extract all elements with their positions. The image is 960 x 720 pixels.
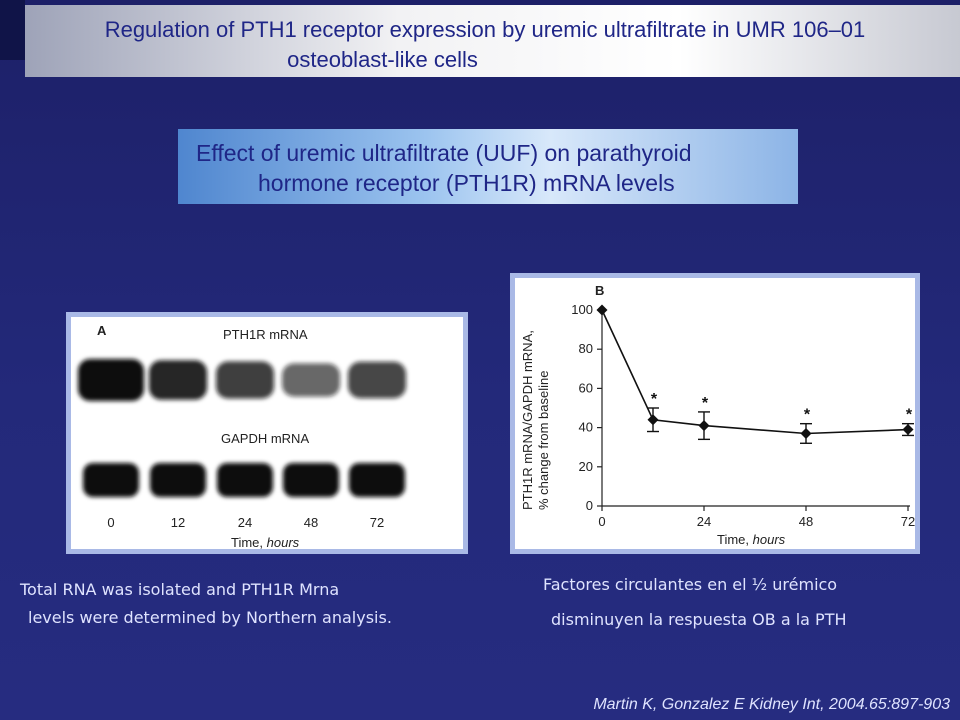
pth1r-band-48 (282, 363, 340, 397)
significance-marker: * (906, 407, 913, 424)
slide-subtitle: Effect of uremic ultrafiltrate (UUF) on … (178, 129, 798, 204)
blot-panel-label: A (97, 323, 107, 338)
blot-row2-label: GAPDH mRNA (221, 431, 309, 446)
line-chart-figure: B PTH1R mRNA/GAPDH mRNA, % change from b… (520, 283, 915, 547)
slide-subtitle-line1: Effect of uremic ultrafiltrate (UUF) on … (196, 140, 692, 166)
x-tick-label: 24 (697, 514, 711, 529)
y-tick-label: 40 (579, 420, 593, 435)
data-point (647, 414, 659, 426)
y-tick-label: 100 (571, 302, 593, 317)
chart-caption-line2: disminuyen la respuesta OB a la PTH (551, 610, 847, 629)
gapdh-band-0 (83, 463, 139, 497)
series-line (601, 309, 909, 435)
y-tick-label: 60 (579, 380, 593, 395)
blot-lane-label: 48 (304, 515, 318, 530)
chart-ylabel-line2: % change from baseline (536, 371, 551, 510)
x-tick-label: 72 (901, 514, 915, 529)
y-tick-label: 80 (579, 341, 593, 356)
gapdh-band-12 (150, 463, 206, 497)
blot-caption-line1: Total RNA was isolated and PTH1R Mrna (20, 580, 340, 599)
blot-row1-label: PTH1R mRNA (223, 327, 308, 342)
slide-title-line1: Regulation of PTH1 receptor expression b… (104, 17, 866, 42)
significance-marker: * (651, 391, 658, 408)
slide-title-line2: osteoblast-like cells (287, 47, 478, 72)
blot-caption: Total RNA was isolated and PTH1R Mrna le… (20, 576, 392, 632)
x-tick-label: 0 (598, 514, 605, 529)
significance-marker: * (702, 395, 709, 412)
chart-panel-label: B (595, 283, 604, 298)
blot-caption-line2: levels were determined by Northern analy… (28, 608, 392, 627)
pth1r-band-72 (348, 361, 406, 399)
chart-ylabel-line1: PTH1R mRNA/GAPDH mRNA, (520, 330, 535, 510)
y-tick-label: 0 (586, 498, 593, 513)
northern-blot-figure: A PTH1R mRNA GAPDH mRNA 0 12 24 48 72 Time, … (78, 323, 406, 549)
blot-xlabel: Time, hours (231, 535, 300, 549)
gapdh-band-24 (217, 463, 273, 497)
y-tick-label: 20 (579, 459, 593, 474)
data-point (902, 424, 914, 436)
pth1r-band-24 (216, 361, 274, 399)
data-point (800, 427, 812, 439)
blot-lane-label: 0 (107, 515, 114, 530)
chart-caption: Factores circulantes en el ½ urémico dis… (543, 567, 847, 637)
slide-title: Regulation of PTH1 receptor expression b… (25, 5, 960, 77)
data-point (596, 304, 608, 316)
blot-lane-label: 24 (238, 515, 252, 530)
blot-lane-label: 12 (171, 515, 185, 530)
chart-xlabel: Time, hours (717, 532, 786, 547)
gapdh-band-48 (283, 463, 339, 497)
significance-marker: * (804, 407, 811, 424)
x-tick-label: 48 (799, 514, 813, 529)
line-chart-panel: B PTH1R mRNA/GAPDH mRNA, % change from b… (510, 273, 920, 554)
chart-caption-line1: Factores circulantes en el ½ urémico (543, 575, 838, 594)
blot-lane-label: 72 (370, 515, 384, 530)
gapdh-band-72 (349, 463, 405, 497)
data-point (698, 420, 710, 432)
citation: Martin K, Gonzalez E Kidney Int, 2004.65… (593, 696, 950, 713)
slide-subtitle-line2: hormone receptor (PTH1R) mRNA levels (258, 170, 675, 196)
pth1r-band-12 (149, 360, 207, 400)
northern-blot-panel: A PTH1R mRNA GAPDH mRNA 0 12 24 48 72 Time, … (66, 312, 468, 554)
corner-accent (0, 0, 25, 60)
pth1r-band-0 (78, 359, 144, 401)
